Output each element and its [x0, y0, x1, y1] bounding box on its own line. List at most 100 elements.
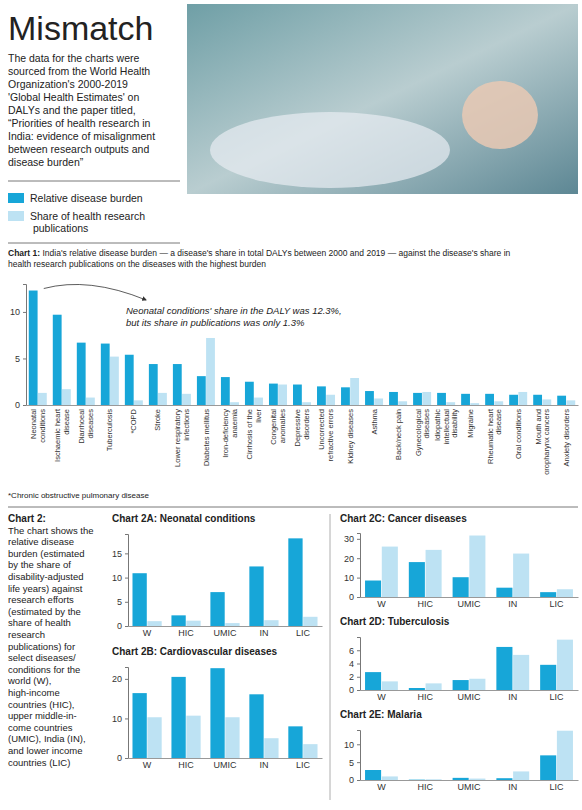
tick: Lower respiratory infections — [173, 409, 190, 467]
tick-label: IN — [508, 782, 517, 792]
tick-label: Tuberculosis — [105, 409, 114, 451]
y-axis: 0510 — [10, 285, 27, 411]
tick-label: Neonatal conditions — [29, 409, 46, 445]
description: disease burden” — [8, 156, 84, 168]
bar — [210, 668, 224, 758]
bar — [288, 726, 302, 758]
bar — [422, 392, 431, 405]
bar — [453, 778, 469, 780]
chart2-intro: The chart shows the — [8, 525, 94, 536]
tick: UMIC — [458, 692, 481, 702]
chart2-intro: world (W), — [7, 675, 51, 686]
tick-mark — [125, 718, 128, 719]
tick-label: 10 — [10, 307, 20, 317]
tick-mark — [357, 762, 360, 763]
chart2-intro: burden (estimated — [8, 548, 85, 559]
bar — [382, 547, 398, 597]
description: “Priorities of health research in — [8, 117, 151, 129]
bar — [382, 681, 398, 690]
x-axis: WHICUMICINLIC — [361, 691, 579, 703]
tick-mark — [125, 578, 128, 579]
bar — [513, 655, 529, 690]
tick: LIC — [296, 628, 311, 638]
bar — [149, 364, 158, 405]
bar — [303, 617, 317, 626]
tick-mark — [23, 312, 26, 313]
bar — [186, 621, 200, 626]
chart-title-text: India's relative disease burden — a dise… — [40, 248, 510, 258]
tick-label: 2 — [349, 672, 354, 682]
tick-label: UMIC — [458, 599, 481, 609]
tick-label: 20 — [344, 554, 354, 564]
tick-label: Diarrhoeal diseases — [77, 409, 94, 444]
tick-label-line: Tuberculosis — [105, 409, 114, 451]
bar — [53, 315, 62, 405]
bar — [288, 538, 302, 626]
bar — [426, 550, 442, 597]
tick-label: W — [377, 782, 386, 792]
tick-label-line: Migraine — [466, 409, 475, 438]
tick-label: HIC — [178, 760, 194, 770]
tick-mark — [357, 780, 360, 781]
tick-label: UMIC — [214, 760, 237, 770]
bar — [540, 592, 556, 597]
bar — [147, 621, 161, 626]
bar — [86, 398, 95, 405]
description: The data for the charts were — [8, 52, 139, 64]
column-separator — [330, 514, 331, 800]
chart: Chart 2C: Cancer diseases0102030WHICUMIC… — [340, 513, 579, 609]
chart2-intro: research — [8, 629, 45, 640]
description: Organization's 2000-2019 — [8, 78, 128, 90]
tick-mark — [357, 690, 360, 691]
bar — [426, 779, 442, 780]
bar — [225, 717, 239, 758]
tick-label: Depressive disorders — [293, 409, 310, 447]
tick-label: LIC — [550, 599, 565, 609]
chart-title: Chart 2A: Neonatal conditions — [112, 513, 256, 524]
axis-line — [357, 731, 361, 781]
bar — [469, 779, 485, 780]
chart2-intro: disability-adjusted — [8, 571, 84, 582]
bar — [249, 566, 263, 626]
tick-label-line: diseases — [86, 409, 95, 441]
tick-label: Gynecological diseases — [414, 409, 431, 456]
bar — [317, 386, 326, 405]
tick-label: 0 — [117, 753, 122, 763]
description: DALYs and the paper titled, — [8, 104, 136, 116]
y-axis: 0510 — [344, 731, 361, 786]
tick: 10 — [344, 573, 360, 583]
tick-label-line: Diabetes mellitus — [202, 409, 211, 466]
tick: Diarrhoeal diseases — [77, 409, 94, 444]
chart: Chart 2B: Cardiovascular diseases01020WH… — [112, 646, 323, 770]
tick: 4 — [349, 659, 360, 669]
chart: Chart 2E: Malaria0510WHICUMICINLIC — [340, 709, 579, 792]
tick: HIC — [417, 782, 433, 792]
tick-label-line: Asthma — [370, 408, 379, 434]
tick: LIC — [550, 692, 565, 702]
tick-label-line: disorders — [302, 409, 311, 442]
tick: 15 — [112, 549, 128, 559]
chart: Chart 2D: Tuberculosis0246WHICUMICINLIC — [340, 616, 579, 702]
tick: 0 — [15, 400, 26, 410]
tick: W — [377, 599, 386, 609]
tick-label-line: liver — [254, 409, 263, 425]
bars — [365, 731, 573, 780]
tick: IN — [259, 760, 268, 770]
tick-label-line: Anxiety disorders — [562, 409, 571, 467]
bar — [365, 672, 381, 690]
bar — [171, 677, 185, 758]
bar — [540, 755, 556, 780]
tick-label: UMIC — [458, 782, 481, 792]
tick-label: Oral conditions — [514, 409, 523, 459]
tick: 5 — [117, 597, 128, 607]
bar — [518, 392, 527, 405]
tick-label-line: disease — [494, 409, 503, 437]
bar — [29, 291, 38, 405]
tick-label: 5 — [117, 597, 122, 607]
chart2-intro: countries (HIC), — [8, 699, 75, 710]
tick-label-line: Oral conditions — [514, 409, 523, 459]
tick: 0 — [349, 775, 360, 785]
tick-label: 5 — [349, 758, 354, 768]
tick-label: IN — [259, 760, 268, 770]
tick-label: HIC — [417, 599, 433, 609]
